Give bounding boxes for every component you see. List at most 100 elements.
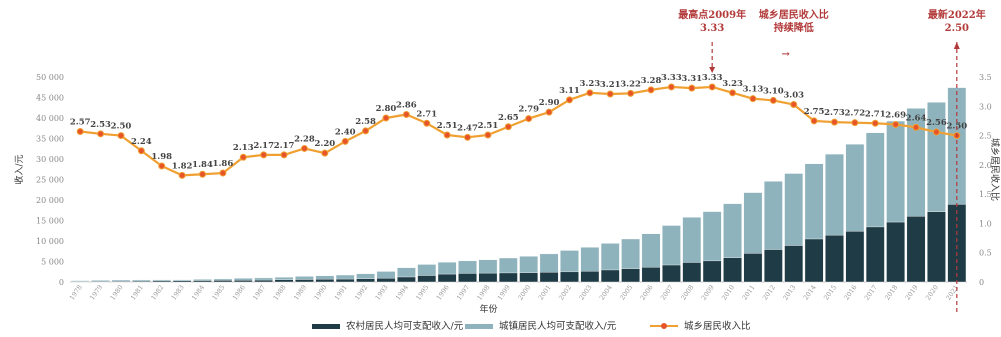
ratio-point [912,123,920,131]
ratio-data-label: 2.47 [457,123,478,133]
rural-income-bar [233,280,253,283]
ratio-point [830,118,838,126]
ratio-data-label: 1.84 [192,160,213,170]
ratio-point [729,89,737,97]
rural-income-bar [621,268,640,283]
ratio-point [932,128,940,136]
x-axis-title: 年份 [479,303,497,315]
x-tick-label: 1983 [170,284,186,302]
x-tick-label: 2016 [842,284,858,302]
ratio-point [117,132,125,140]
x-tick-label: 1992 [353,284,369,302]
x-tick-label: 1994 [394,284,410,302]
annotation-text: 2.50 [945,23,969,34]
ratio-point [667,83,675,91]
ratio-data-label: 3.33 [661,73,682,83]
ratio-data-label: 2.56 [926,118,947,128]
ratio-data-label: 3.23 [722,79,743,89]
ratio-data-label: 2.58 [355,117,376,127]
y2-tick-label: 1.5 [979,190,992,199]
rural-income-bar [397,276,416,283]
x-tick-label: 1998 [476,284,492,302]
y-tick-label: 40 000 [36,114,64,123]
x-tick-label: 2010 [720,284,736,302]
annotation-arrowhead [709,66,716,73]
ratio-point [565,96,573,104]
legend-marker [661,323,667,329]
ratio-point [708,83,716,91]
ratio-data-label: 2.28 [294,134,315,144]
ratio-point [321,149,329,157]
x-tick-label: 1988 [272,284,288,302]
y2-axis-title: 城乡居民收入比 [989,138,1001,201]
x-tick-label: 2015 [822,284,838,302]
legend-label: 城镇居民人均可支配收入/元 [499,320,617,332]
ratio-point [545,108,553,116]
x-tick-label: 1978 [68,284,84,302]
y-tick-label: 0 [59,278,64,287]
x-tick-label: 1984 [190,284,206,302]
ratio-data-label: 2.13 [233,143,254,153]
ratio-point [627,89,635,97]
ratio-point [402,110,410,118]
ratio-point [423,119,431,127]
ratio-data-label: 3.03 [783,91,804,101]
rural-income-bar [600,269,620,283]
rural-income-bar [641,267,661,283]
y-tick-label: 50 000 [36,73,64,82]
ratio-point [443,131,451,139]
ratio-data-label: 2.65 [498,113,519,123]
ratio-data-label: 3.21 [600,80,621,90]
x-tick-label: 1997 [455,284,471,302]
y-tick-label: 10 000 [36,237,64,246]
x-tick-label: 2005 [618,284,634,302]
x-tick-label: 2008 [679,284,695,302]
x-tick-label: 1987 [251,284,267,302]
x-tick-label: 1989 [292,284,308,302]
legend-label: 农村居民人均可支配收入/元 [346,320,464,332]
y2-tick-label: 2.0 [979,161,992,170]
rural-income-bar [478,272,498,283]
ratio-point [300,144,308,152]
rural-income-bar [662,264,681,283]
ratio-data-label: 1.82 [172,161,193,171]
ratio-data-label: 2.64 [906,113,927,123]
ratio-data-label: 3.13 [743,85,764,95]
ratio-point [749,95,757,103]
ratio-point [219,169,227,177]
ratio-data-label: 2.80 [376,104,397,114]
rural-income-bar [580,271,600,283]
ratio-data-label: 2.17 [274,141,295,151]
annotation-text: 3.33 [700,23,724,34]
annotation-arrowhead [953,42,960,49]
rural-income-bar [458,273,477,283]
rural-income-bar [947,204,967,283]
ratio-data-label: 2.75 [804,107,825,117]
ratio-point [260,151,268,159]
ratio-data-label: 2.17 [253,141,274,151]
rural-income-bar [743,253,763,283]
x-tick-label: 2000 [516,284,532,302]
annotation-text: 最高点2009年 [678,8,746,21]
ratio-data-label: 2.71 [865,109,886,119]
ratio-point [647,86,655,94]
ratio-point [851,119,859,127]
ratio-data-label: 2.69 [885,110,906,120]
ratio-data-label: 2.51 [437,121,458,131]
ratio-point [137,147,145,155]
ratio-point [892,120,900,128]
ratio-point [464,133,472,141]
rural-income-bar [315,278,335,283]
x-tick-label: 1999 [496,284,512,302]
ratio-point [97,130,105,138]
x-tick-label: 2011 [741,284,757,302]
x-tick-label: 2001 [537,284,553,302]
y-tick-label: 35 000 [36,135,64,144]
x-tick-label: 2009 [700,284,716,302]
ratio-data-label: 2.86 [396,100,417,110]
ratio-line-series: 2.57 2.53 2.502.241.981.82 1.84 1.862.13 2.17… [70,73,967,179]
rural-income-bar [131,280,151,283]
rural-income-bar [254,279,274,283]
x-tick-label: 1982 [149,284,165,302]
